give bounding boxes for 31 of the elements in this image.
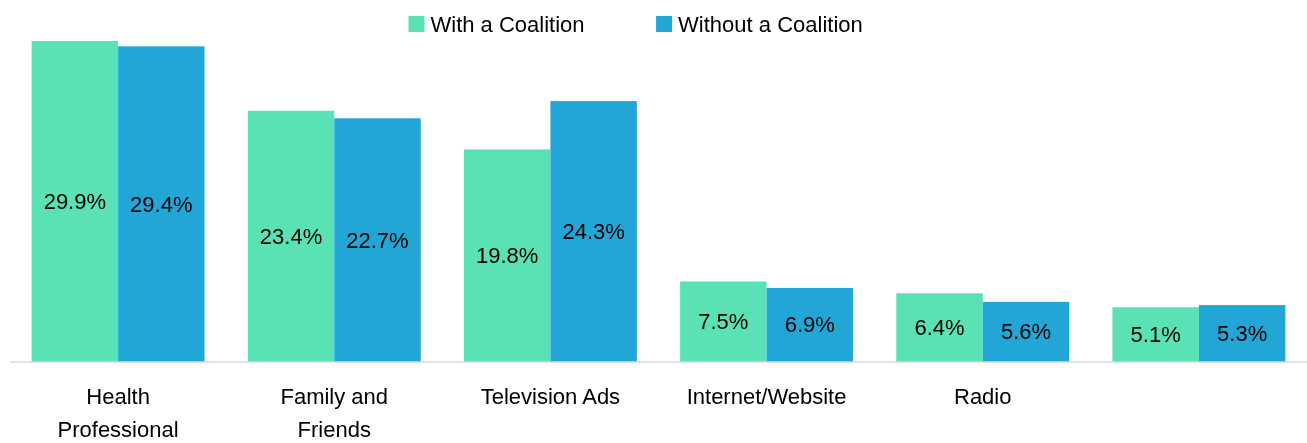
data-label: 6.9% [784, 312, 835, 338]
x-tick-label: Health Professional [57, 383, 179, 442]
x-tick-label: Internet/Website [686, 383, 847, 409]
data-label: 5.1% [1130, 322, 1181, 348]
bar [680, 281, 767, 362]
legend-label: Without a Coalition [678, 11, 863, 37]
bar [118, 46, 205, 362]
bar [550, 101, 637, 362]
data-label: 29.9% [43, 189, 107, 214]
bar [766, 287, 854, 362]
data-label: 5.3% [1217, 321, 1268, 347]
data-label: 24.3% [562, 219, 625, 245]
bar [1112, 307, 1199, 362]
bar [896, 293, 983, 362]
data-label: 22.7% [346, 227, 409, 253]
legend-label: With a Coalition [430, 11, 585, 37]
data-label: 29.4% [130, 191, 193, 217]
x-tick-label: Radio [954, 383, 1012, 409]
bar [1198, 305, 1286, 362]
x-tick-label: Family and Friends [280, 383, 389, 442]
x-tick-label: Television Ads [480, 383, 621, 409]
data-label: 7.5% [698, 309, 749, 335]
data-label: 6.4% [914, 315, 965, 341]
bar [982, 301, 1070, 362]
data-label: 19.8% [475, 243, 539, 269]
bar [31, 41, 119, 362]
data-label: 23.4% [259, 223, 323, 249]
data-label: 5.6% [1000, 319, 1052, 345]
bar [463, 149, 551, 362]
bar [247, 110, 335, 362]
bar [334, 118, 421, 362]
